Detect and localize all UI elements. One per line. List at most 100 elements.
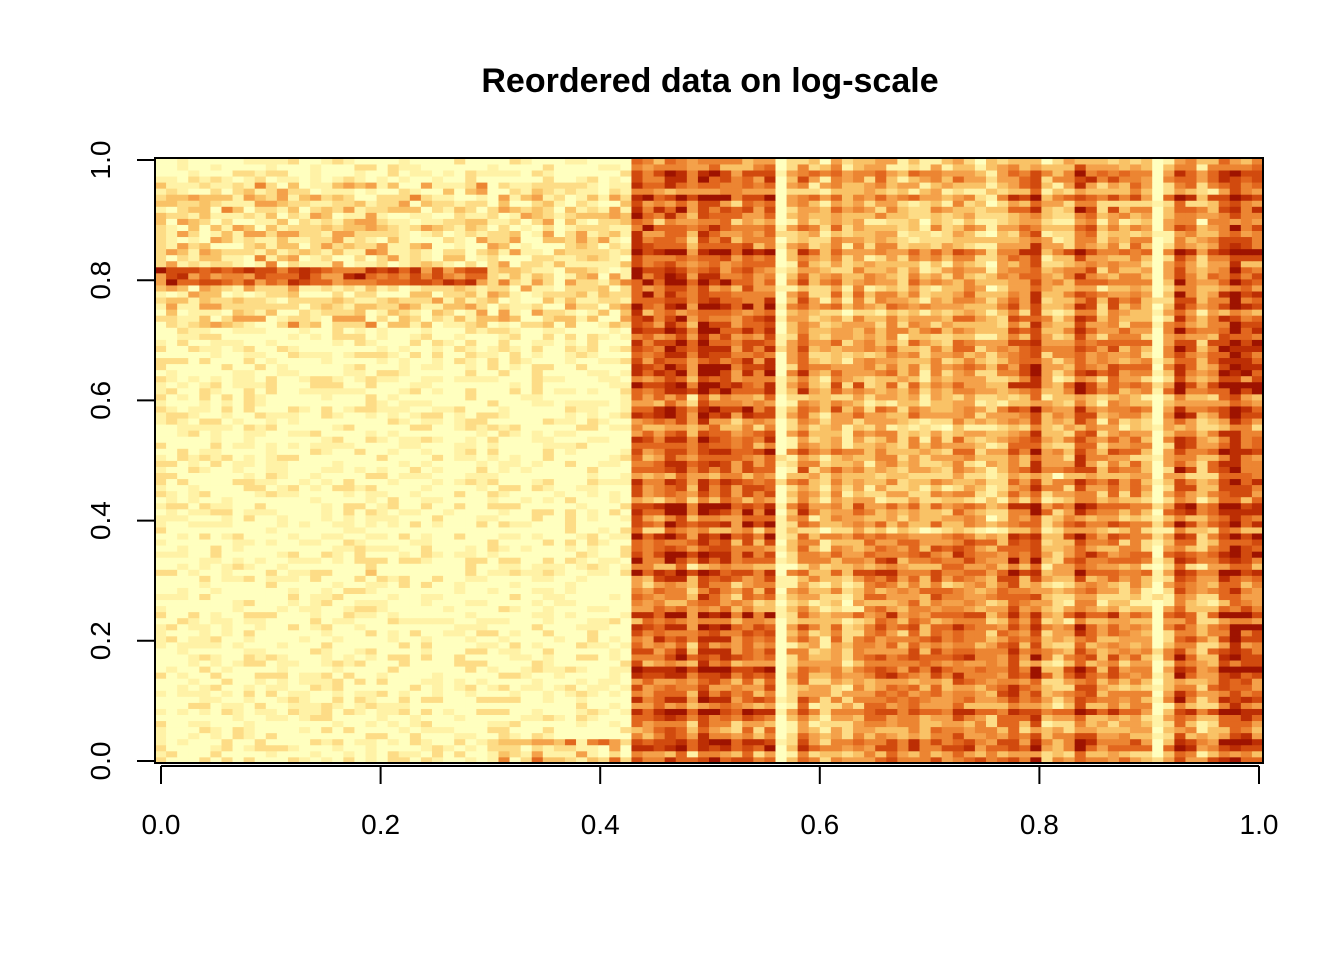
heatmap-cell [1052,629,1064,637]
heatmap-cell [254,496,267,504]
heatmap-cell [631,617,643,625]
heatmap-cell [1008,726,1020,734]
heatmap-cell [642,696,654,703]
heatmap-cell [387,527,400,534]
heatmap-cell [1141,642,1153,649]
heatmap-cell [819,672,832,679]
heatmap-cell [1174,654,1186,661]
heatmap-cell [432,466,444,473]
heatmap-cell [1074,533,1087,540]
heatmap-cell [476,551,488,558]
heatmap-cell [1041,623,1053,631]
heatmap-cell [1041,696,1053,703]
heatmap-cell [398,472,411,480]
heatmap-cell [930,654,943,661]
heatmap-cell [642,642,654,649]
heatmap-cell [365,472,377,480]
heatmap-cell [166,611,178,619]
heatmap-cell [587,738,599,746]
heatmap-cell [764,629,776,637]
heatmap-cell [420,478,433,486]
heatmap-cell [598,738,610,746]
heatmap-cell [808,593,821,601]
heatmap-cell [376,472,389,480]
heatmap-cell [1019,756,1031,764]
heatmap-cell [454,635,466,643]
heatmap-cell [853,611,865,619]
heatmap-cell [742,472,754,480]
heatmap-cell [476,557,488,564]
heatmap-cell [897,514,909,522]
heatmap-cell [576,684,588,691]
heatmap-cell [398,702,411,709]
heatmap-cell [387,714,400,722]
heatmap-cell [343,551,355,558]
heatmap-cell [1008,563,1020,570]
heatmap-cell [420,744,433,752]
heatmap-cell [986,557,998,564]
heatmap-cell [686,635,699,643]
heatmap-cell [830,714,843,722]
heatmap-cell [1174,684,1186,691]
heatmap-cell [420,575,433,582]
heatmap-cell [1229,738,1242,746]
heatmap-cell [830,472,843,480]
heatmap-cell [476,466,488,473]
heatmap-cell [1063,696,1076,703]
heatmap-cell [1251,545,1264,552]
heatmap-cell [1030,587,1042,594]
heatmap-cell [376,557,389,564]
heatmap-cell [354,642,366,649]
heatmap-cell [587,569,599,576]
heatmap-cell [797,642,810,649]
heatmap-cell [709,714,721,722]
heatmap-cell [221,533,233,540]
heatmap-cell [609,599,621,607]
heatmap-cell [653,756,666,764]
heatmap-cell [819,521,832,528]
heatmap-cell [531,514,544,522]
heatmap-cell [1074,502,1087,510]
heatmap-cell [265,642,278,649]
heatmap-cell [587,599,599,607]
heatmap-cell [786,484,799,492]
heatmap-cell [808,744,821,752]
heatmap-cell [509,642,522,649]
heatmap-cell [177,605,189,613]
heatmap-cell [210,666,222,673]
heatmap-cell [443,654,455,661]
heatmap-cell [376,460,389,467]
heatmap-cell [287,545,300,552]
heatmap-cell [775,726,787,734]
heatmap-cell [276,738,289,746]
heatmap-cell [731,557,743,564]
heatmap-cell [276,581,289,588]
heatmap-cell [576,587,588,594]
heatmap-cell [875,756,887,764]
heatmap-cell [321,460,333,467]
heatmap-cell [454,617,466,625]
heatmap-cell [1141,623,1153,631]
heatmap-cell [188,527,200,534]
heatmap-cell [1041,472,1053,480]
heatmap-cell [620,533,632,540]
heatmap-cell [720,460,732,467]
heatmap-cell [443,539,455,546]
heatmap-cell [819,690,832,697]
heatmap-cell [199,502,211,510]
heatmap-cell [841,732,854,740]
heatmap-cell [454,605,466,613]
heatmap-cell [930,581,943,588]
heatmap-cell [365,732,377,740]
heatmap-cell [365,490,377,498]
heatmap-cell [1019,521,1031,528]
heatmap-cell [786,605,799,613]
heatmap-cell [310,623,322,631]
heatmap-cell [1118,684,1131,691]
heatmap-cell [542,635,555,643]
heatmap-cell [930,478,943,486]
heatmap-cell [1052,642,1064,649]
heatmap-cell [1030,551,1042,558]
heatmap-cell [166,660,178,667]
heatmap-cell [1207,684,1220,691]
